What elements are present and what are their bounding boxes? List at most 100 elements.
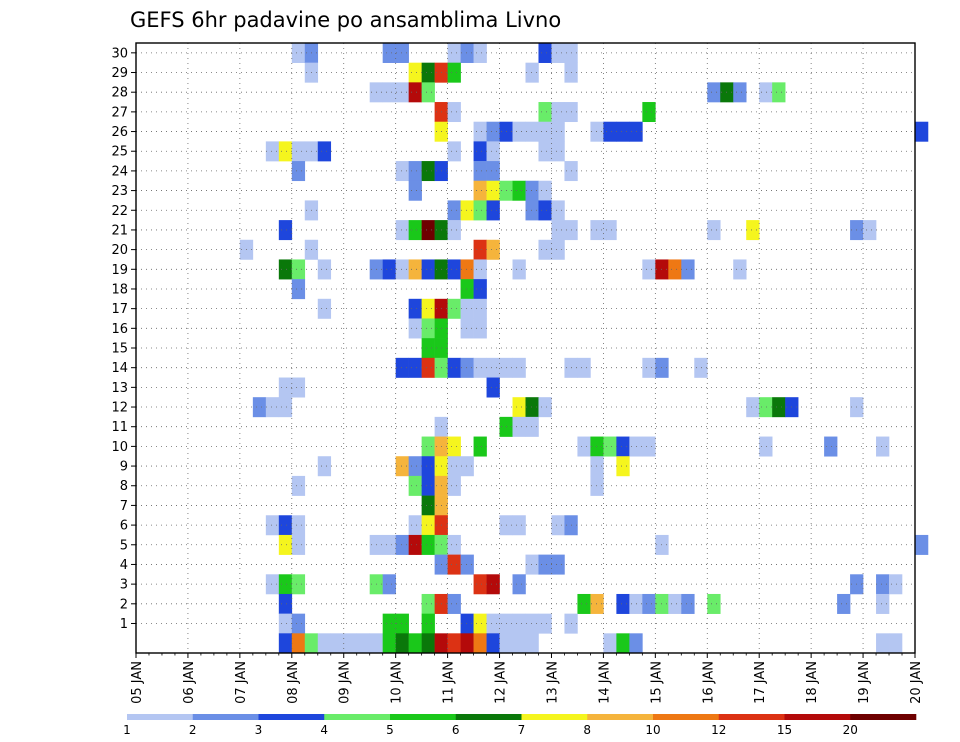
colorbar-swatch (324, 714, 391, 720)
y-tick-label: 2 (120, 597, 128, 612)
heatmap-cell (447, 633, 461, 654)
heatmap-cell (408, 633, 422, 654)
heatmap-cell (525, 397, 539, 418)
y-tick-label: 8 (120, 479, 128, 494)
colorbar-swatch (192, 714, 259, 720)
heatmap-cell (772, 397, 786, 418)
heatmap-cell (421, 495, 435, 516)
heatmap-cell (473, 574, 487, 595)
heatmap-cell (759, 397, 773, 418)
heatmap-cell (421, 298, 435, 319)
heatmap-cell (460, 259, 474, 280)
heatmap-cell (421, 593, 435, 614)
x-tick-label: 06 JAN (182, 661, 197, 704)
y-tick-label: 15 (111, 342, 128, 357)
colorbar-swatch (455, 714, 522, 720)
heatmap-cell (486, 180, 500, 201)
y-tick-label: 24 (111, 164, 128, 179)
heatmap-cell (473, 141, 487, 162)
y-tick-label: 5 (120, 538, 128, 553)
heatmap-cell (382, 43, 396, 63)
heatmap-cell (408, 534, 422, 555)
heatmap-cell (447, 43, 461, 63)
heatmap-cell (473, 436, 487, 457)
colorbar-label: 3 (255, 723, 263, 737)
heatmap-cell (512, 397, 526, 418)
heatmap-cell (668, 259, 682, 280)
colorbar-label: 7 (518, 723, 526, 737)
heatmap-cell (421, 338, 435, 359)
heatmap-cell (421, 259, 435, 280)
x-tick-label: 09 JAN (338, 661, 353, 704)
heatmap-cell (278, 534, 293, 555)
heatmap-cell (421, 475, 435, 496)
heatmap-cell (538, 554, 552, 575)
heatmap-cell (278, 397, 293, 418)
x-tick-label: 13 JAN (545, 661, 560, 704)
colorbar-swatch (718, 714, 785, 720)
heatmap-cell (291, 515, 306, 536)
heatmap-cell (525, 180, 539, 201)
heatmap-cell (421, 220, 435, 241)
y-tick-label: 22 (111, 204, 128, 219)
heatmap-cell (538, 200, 552, 221)
heatmap-cell (525, 62, 539, 83)
heatmap-cell (356, 633, 370, 654)
heatmap-cell (408, 357, 422, 378)
heatmap-cell (707, 593, 721, 614)
heatmap-cell (824, 436, 838, 457)
heatmap-cell (551, 239, 565, 260)
heatmap-cell (486, 141, 500, 162)
y-tick-label: 29 (111, 66, 128, 81)
heatmap-cell (512, 416, 526, 437)
heatmap-cell (395, 633, 409, 654)
heatmap-cell (317, 141, 332, 162)
heatmap-cell (408, 475, 422, 496)
heatmap-cell (746, 220, 760, 241)
heatmap-cell (421, 357, 435, 378)
heatmap-cell (382, 82, 396, 103)
colorbar-swatch (127, 714, 194, 720)
colorbar-label: 10 (645, 723, 660, 737)
heatmap-cell (408, 161, 422, 182)
heatmap-cell (395, 43, 409, 63)
x-tick-label: 19 JAN (857, 661, 872, 704)
x-tick-label: 07 JAN (234, 661, 249, 704)
heatmap-cell (278, 377, 293, 398)
heatmap-cell (460, 298, 474, 319)
heatmap-cell (447, 102, 461, 123)
heatmap-cell (473, 180, 487, 201)
heatmap-cell (538, 121, 552, 142)
heatmap-cell (551, 515, 565, 536)
heatmap-cell (395, 357, 409, 378)
colorbar-label: 2 (189, 723, 197, 737)
heatmap-cell (421, 456, 435, 477)
heatmap-cell (473, 298, 487, 319)
heatmap-cell (460, 43, 474, 63)
heatmap-cell (551, 200, 565, 221)
heatmap-cell (616, 436, 630, 457)
heatmap-cell (603, 436, 617, 457)
heatmap-cell (304, 633, 319, 654)
heatmap-cell (512, 259, 526, 280)
heatmap-cell (317, 633, 332, 654)
y-tick-label: 12 (111, 401, 128, 416)
heatmap-cell (447, 259, 461, 280)
heatmap-cell (265, 397, 280, 418)
colorbar-swatch (521, 714, 588, 720)
y-tick-label: 9 (120, 460, 128, 475)
y-tick-label: 28 (111, 86, 128, 101)
heatmap-cell (642, 259, 656, 280)
heatmap-cell (408, 180, 422, 201)
heatmap-cell (512, 180, 526, 201)
heatmap-cell (421, 515, 435, 536)
colorbar-label: 20 (843, 723, 858, 737)
heatmap-cell (590, 456, 604, 477)
y-axis: 1234567891011121314151617181920212223242… (111, 46, 136, 632)
heatmap-cell (551, 43, 565, 63)
y-tick-label: 11 (111, 420, 128, 435)
heatmap-cell (317, 298, 332, 319)
heatmap-cell (460, 200, 474, 221)
heatmap-cell (408, 456, 422, 477)
